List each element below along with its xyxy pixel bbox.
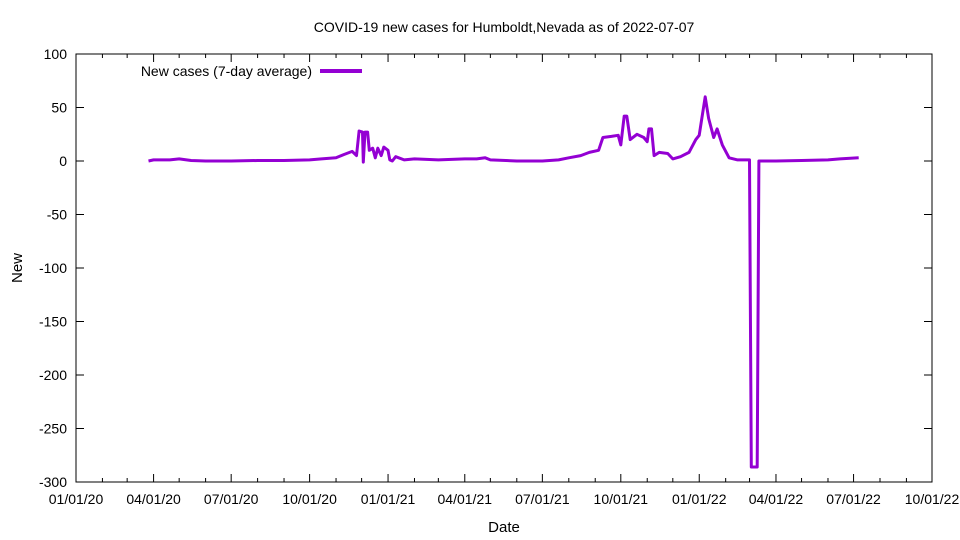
- y-tick-label: 50: [51, 100, 67, 116]
- y-tick-label: 100: [44, 46, 68, 62]
- x-tick-label: 04/01/22: [749, 491, 804, 507]
- y-tick-label: 0: [59, 153, 67, 169]
- x-tick-label: 07/01/20: [204, 491, 259, 507]
- x-tick-label: 07/01/22: [826, 491, 881, 507]
- x-axis-title: Date: [488, 519, 520, 536]
- y-tick-label: -100: [39, 260, 67, 276]
- x-tick-label: 07/01/21: [515, 491, 570, 507]
- x-tick-label: 01/01/21: [361, 491, 416, 507]
- y-axis: 100 50 0 -50 -100 -150 -200 -250 -300: [39, 46, 932, 490]
- x-tick-label: 04/01/21: [438, 491, 493, 507]
- x-tick-label: 10/01/20: [282, 491, 337, 507]
- legend-entry-label: New cases (7-day average): [141, 63, 312, 79]
- y-tick-label: -50: [47, 207, 67, 223]
- x-tick-label: 10/01/21: [594, 491, 649, 507]
- plot-frame: [75, 53, 933, 483]
- y-tick-label: -150: [39, 314, 67, 330]
- x-tick-label: 01/01/22: [672, 491, 727, 507]
- y-tick-label: -300: [39, 474, 67, 490]
- x-axis: 01/01/20 04/01/20 07/01/20 10/01/20 01/01/21…: [49, 54, 960, 507]
- y-tick-label: -200: [39, 367, 67, 383]
- x-tick-label: 10/01/22: [905, 491, 960, 507]
- y-axis-title: New: [9, 253, 26, 283]
- chart-title: COVID-19 new cases for Humboldt,Nevada a…: [314, 19, 695, 35]
- x-tick-label: 04/01/20: [126, 491, 181, 507]
- legend: New cases (7-day average): [141, 63, 362, 79]
- series-layer: [148, 95, 859, 469]
- series-line: [148, 95, 859, 469]
- x-tick-label: 01/01/20: [49, 491, 104, 507]
- y-tick-label: -250: [39, 421, 67, 437]
